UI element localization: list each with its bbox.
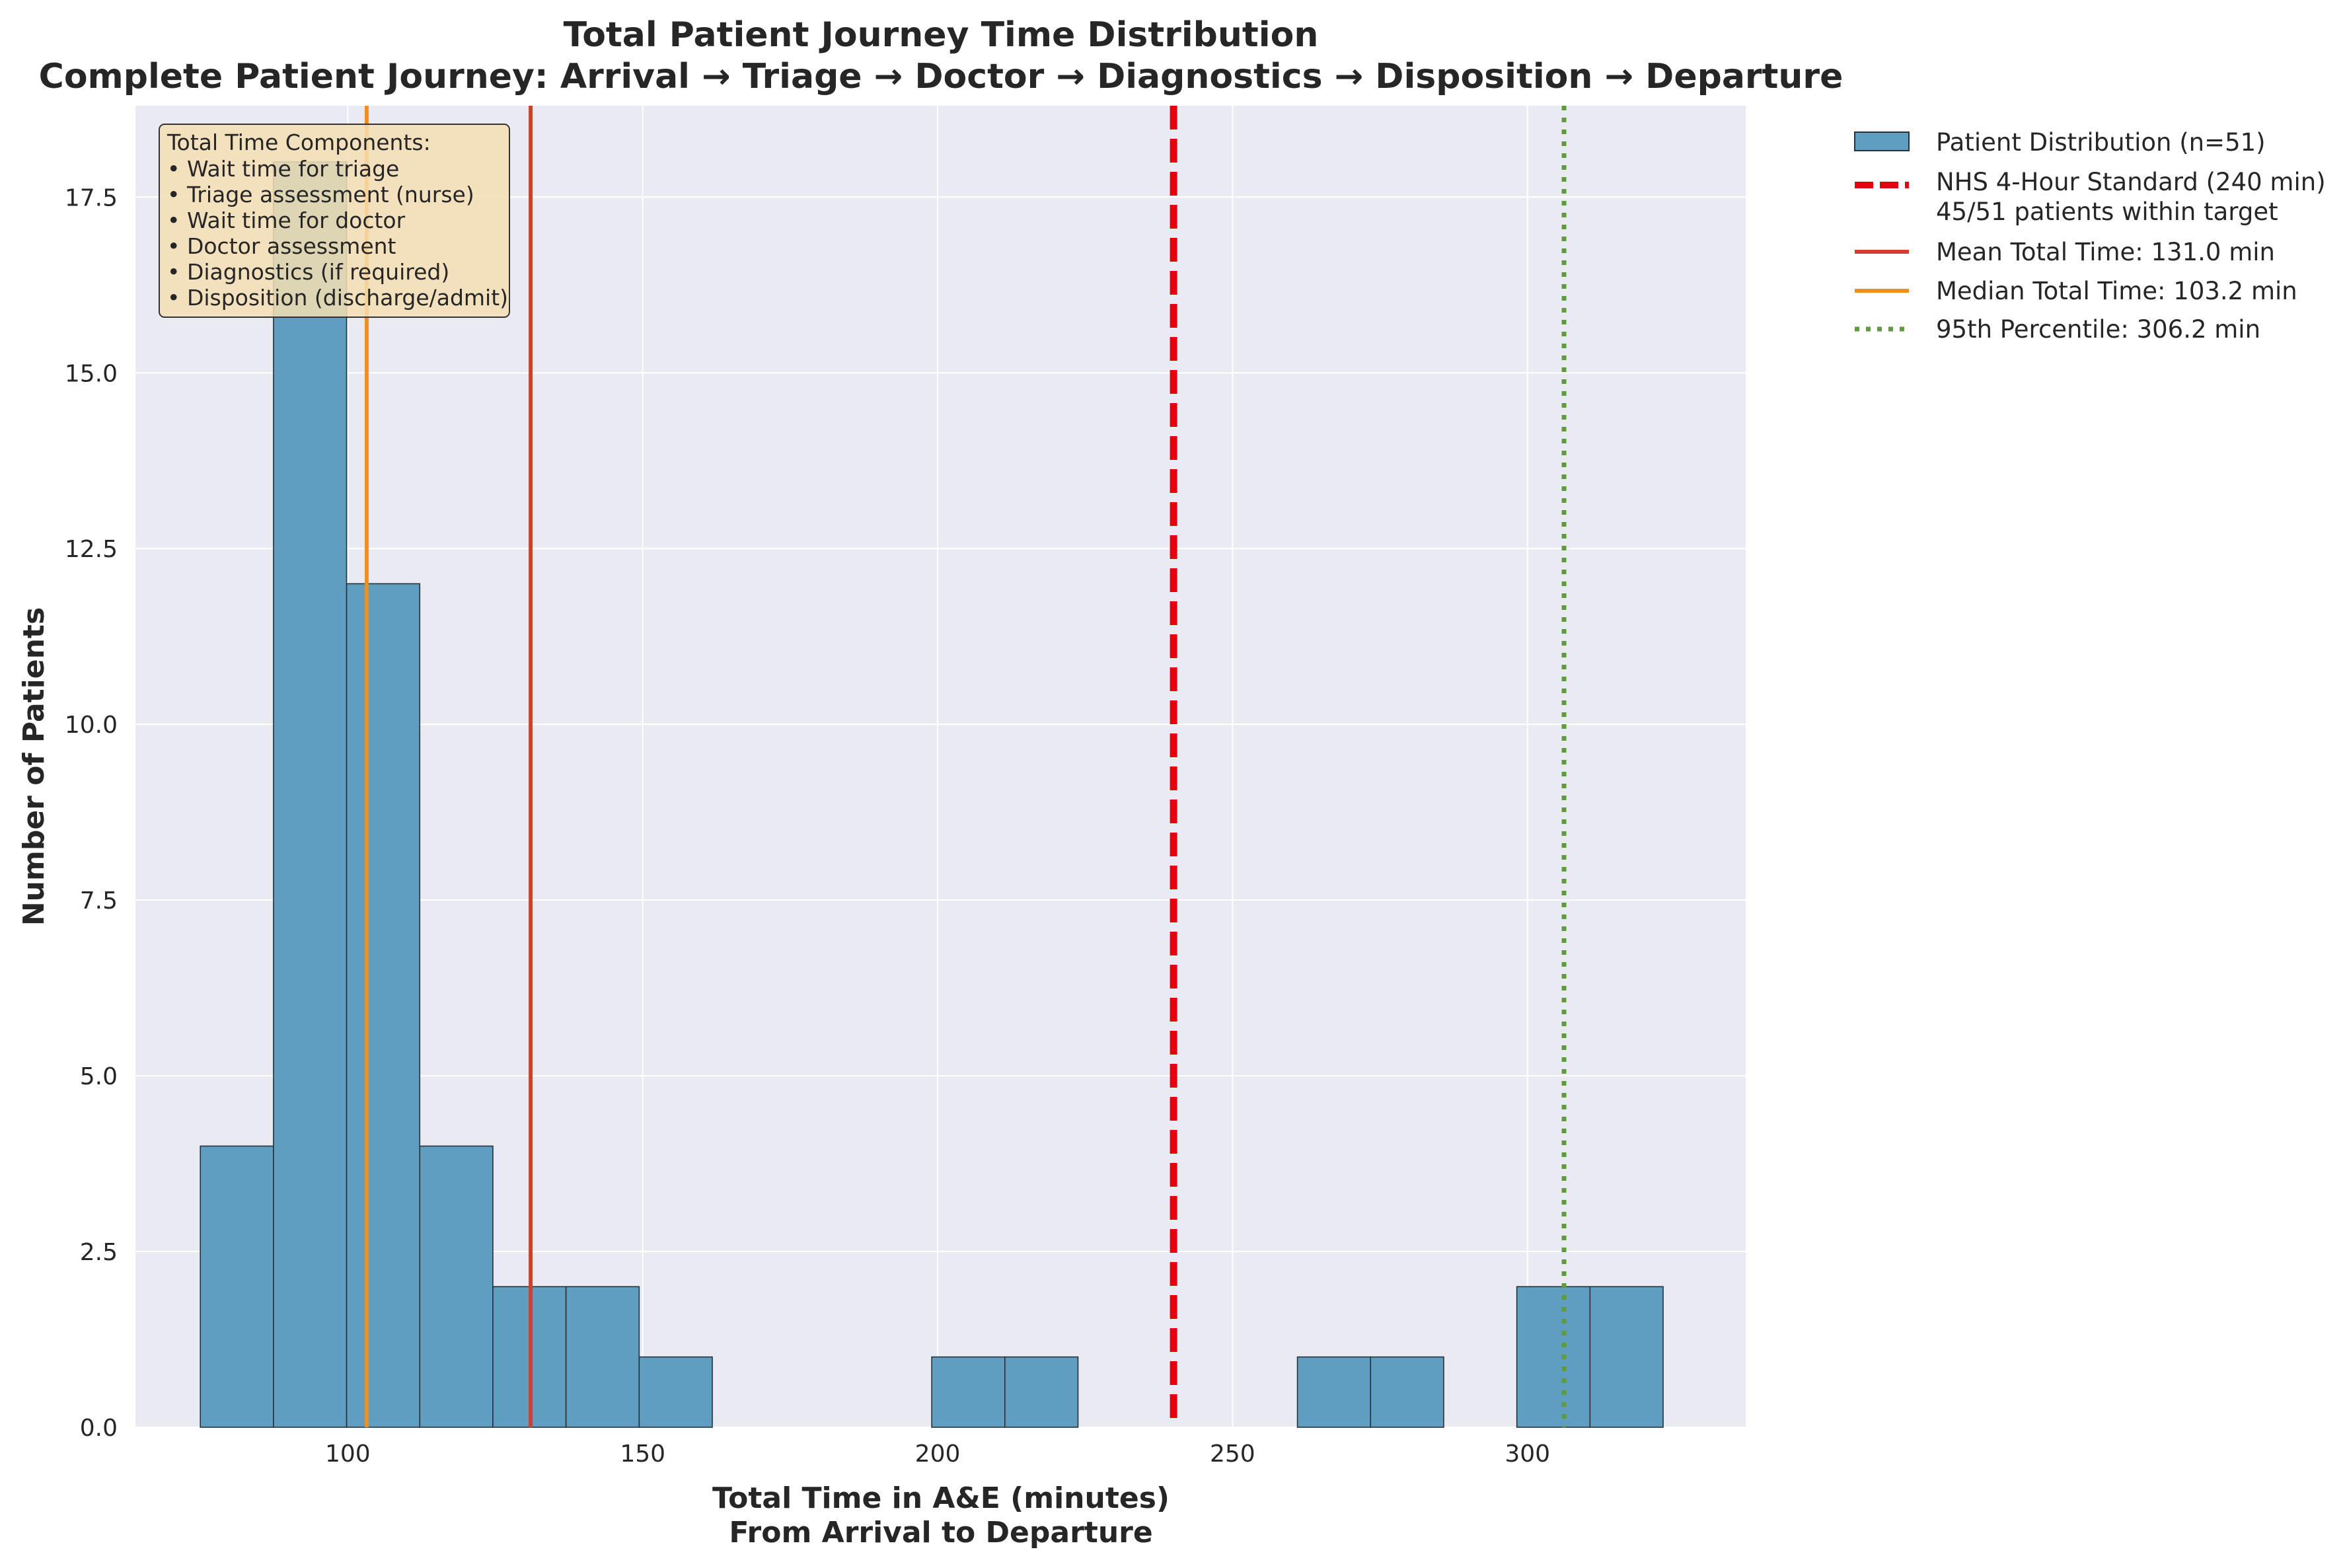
y-tick-label: 10.0 [65,712,118,739]
histogram-bar [200,1145,274,1428]
y-tick-label: 17.5 [65,184,118,211]
histogram-bar [1589,1286,1664,1428]
histogram-bar [565,1286,640,1428]
legend-label-median: Median Total Time: 103.2 min [1936,277,2297,305]
y-tick-label: 2.5 [80,1239,118,1266]
y-tick-label: 5.0 [80,1063,118,1090]
x-tick-labels: 100 150 200 250 300 [325,1440,1550,1468]
x-tick-label: 200 [915,1440,961,1468]
histogram-bar [638,1356,713,1428]
y-tick-label: 15.0 [65,360,118,387]
x-axis-label-line2: From Arrival to Departure [729,1516,1152,1549]
histogram-bar [1004,1356,1079,1428]
histogram-bar [931,1356,1006,1428]
histogram-bar [1516,1286,1591,1428]
chart-subtitle: Complete Patient Journey: Arrival → Tria… [39,57,1843,96]
annotation-item: • Wait time for triage [167,156,399,182]
legend-label-p95: 95th Percentile: 306.2 min [1936,315,2260,344]
x-axis-label: Total Time in A&E (minutes) [712,1481,1170,1515]
y-tick-label: 0.0 [80,1415,118,1442]
components-annotation: Total Time Components: • Wait time for t… [159,124,510,318]
annotation-item: • Diagnostics (if required) [167,259,449,285]
histogram-bar [346,583,421,1428]
annotation-item: • Triage assessment (nurse) [167,182,474,207]
y-tick-label: 12.5 [65,536,118,563]
x-tick-label: 100 [325,1440,371,1468]
legend-label-histogram: Patient Distribution (n=51) [1936,128,2266,157]
chart-title: Total Patient Journey Time Distribution [564,15,1319,55]
x-tick-label: 300 [1505,1440,1550,1468]
legend: Patient Distribution (n=51) NHS 4-Hour S… [1854,128,2326,344]
x-tick-label: 250 [1210,1440,1255,1468]
histogram-bar [273,161,348,1428]
histogram-bar [1296,1356,1372,1428]
histogram-bar [1370,1356,1444,1428]
annotation-item: • Doctor assessment [167,233,396,259]
y-tick-labels: 0.0 2.5 5.0 7.5 10.0 12.5 15.0 17.5 [65,184,118,1442]
annotation-box [159,124,510,318]
annotation-item: • Disposition (discharge/admit) [167,285,508,311]
annotation-title: Total Time Components: [167,130,431,155]
legend-label-nhs: NHS 4-Hour Standard (240 min) [1936,168,2326,196]
x-tick-label: 150 [620,1440,665,1468]
reference-lines [364,106,1567,1427]
histogram-bar [419,1145,494,1428]
y-tick-label: 7.5 [80,887,118,915]
legend-label-nhs-line2: 45/51 patients within target [1936,198,2278,226]
y-axis-label: Number of Patients [17,607,51,926]
annotation-item: • Wait time for doctor [167,207,406,233]
legend-label-mean: Mean Total Time: 131.0 min [1936,238,2275,266]
legend-swatch-histogram [1854,131,1910,151]
